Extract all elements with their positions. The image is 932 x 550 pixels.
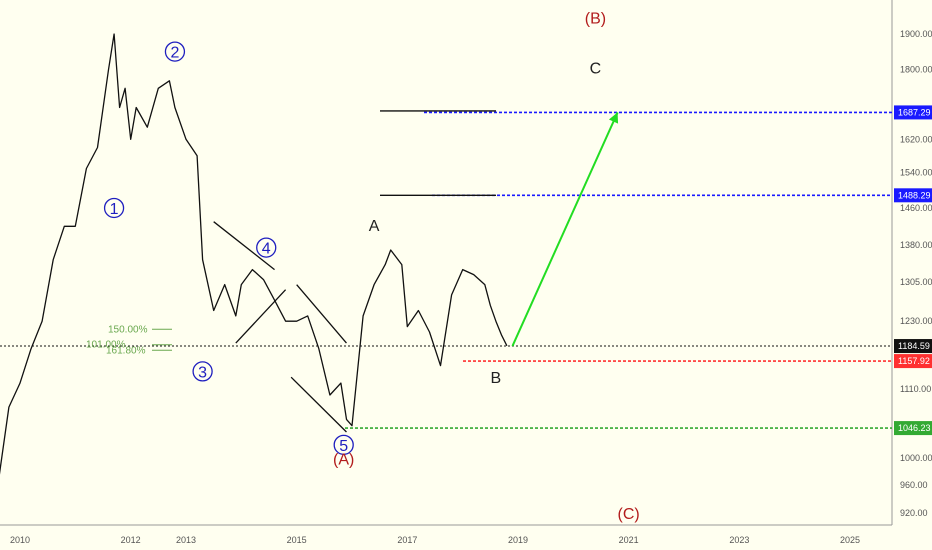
y-tick-label: 1800.00 [900, 65, 932, 75]
triangle-lower-line [235, 289, 287, 344]
price-tag [894, 188, 932, 203]
y-tick-label: 1540.00 [900, 168, 932, 178]
y-tick-label: 960.00 [900, 480, 928, 490]
wave-number-label: 3 [198, 364, 207, 381]
y-tick-label: 1000.00 [900, 453, 932, 463]
wave-number-label: 1 [110, 201, 119, 218]
y-tick-label: 1900.00 [900, 29, 932, 39]
x-tick-label: 2025 [840, 535, 860, 545]
x-tick-label: 2021 [619, 535, 639, 545]
y-tick-label: 1620.00 [900, 134, 932, 144]
wave-label-C-paren: (C) [618, 506, 640, 523]
y-tick-label: 1460.00 [900, 203, 932, 213]
fib-label: 161.80% [106, 345, 146, 356]
price-tag-label: 1046.23 [898, 423, 931, 433]
wave-label-B-paren: (B) [585, 11, 606, 28]
wave-label-C: C [590, 60, 602, 77]
wave-number-label: 4 [262, 241, 271, 258]
triangle-upper-line [213, 221, 275, 271]
projection-arrow [511, 112, 619, 347]
channel-lower-line [290, 376, 347, 433]
x-tick-label: 2019 [508, 535, 528, 545]
wave-circle [256, 237, 277, 258]
price-line [0, 33, 508, 475]
wave-circle [192, 361, 213, 382]
fib-label: 101.00% [86, 340, 126, 351]
price-tag-label: 1157.92 [898, 356, 930, 366]
wave-number-label: 5 [339, 438, 348, 455]
wave-label-A-paren: (A) [333, 452, 354, 469]
price-tag [894, 421, 932, 436]
price-tag-label: 1687.29 [898, 107, 931, 117]
x-tick-label: 2023 [729, 535, 749, 545]
x-tick-label: 2015 [287, 535, 307, 545]
price-tag [894, 105, 932, 120]
wave-circle [103, 197, 125, 219]
projection-arrowhead [608, 112, 619, 124]
price-tag-label: 1488.29 [898, 190, 931, 200]
price-tag-label: 1184.59 [898, 341, 930, 351]
wave-circle [164, 41, 186, 62]
wave-label-B: B [491, 370, 502, 387]
wave-label-A: A [369, 218, 380, 235]
x-tick-label: 2012 [121, 535, 141, 545]
x-tick-label: 2017 [397, 535, 417, 545]
y-tick-label: 920.00 [900, 508, 928, 518]
wave-number-label: 2 [170, 45, 179, 62]
y-tick-label: 1110.00 [900, 384, 931, 394]
wave-circle [333, 434, 354, 455]
y-tick-label: 1230.00 [900, 316, 932, 326]
y-tick-label: 1305.00 [900, 277, 932, 287]
x-tick-label: 2010 [10, 535, 30, 545]
channel-upper-line [296, 284, 347, 344]
fib-label: 150.00% [108, 324, 148, 335]
x-tick-label: 2013 [176, 535, 196, 545]
y-tick-label: 1380.00 [900, 240, 932, 250]
price-tag [894, 339, 932, 354]
price-tag [894, 354, 932, 369]
